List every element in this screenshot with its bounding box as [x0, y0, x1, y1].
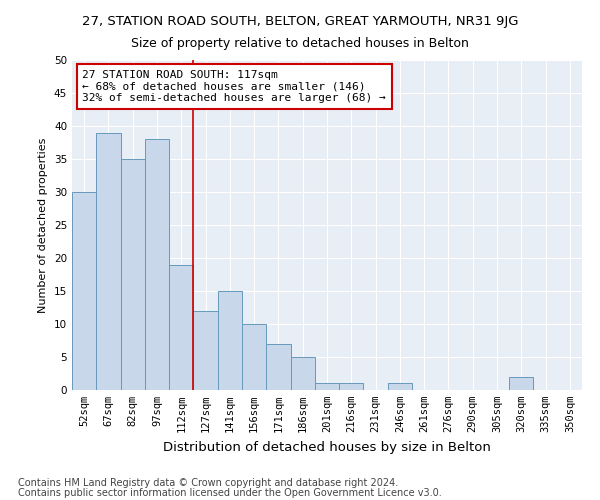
Bar	[509, 377, 533, 390]
Bar	[242, 324, 266, 390]
Text: Contains public sector information licensed under the Open Government Licence v3: Contains public sector information licen…	[18, 488, 442, 498]
Y-axis label: Number of detached properties: Number of detached properties	[38, 138, 49, 312]
Text: Size of property relative to detached houses in Belton: Size of property relative to detached ho…	[131, 38, 469, 51]
X-axis label: Distribution of detached houses by size in Belton: Distribution of detached houses by size …	[163, 440, 491, 454]
Bar	[96, 132, 121, 390]
Text: Contains HM Land Registry data © Crown copyright and database right 2024.: Contains HM Land Registry data © Crown c…	[18, 478, 398, 488]
Bar	[266, 344, 290, 390]
Bar	[169, 264, 193, 390]
Bar	[218, 291, 242, 390]
Bar	[193, 311, 218, 390]
Bar	[72, 192, 96, 390]
Text: 27 STATION ROAD SOUTH: 117sqm
← 68% of detached houses are smaller (146)
32% of : 27 STATION ROAD SOUTH: 117sqm ← 68% of d…	[82, 70, 386, 103]
Bar	[315, 384, 339, 390]
Bar	[145, 139, 169, 390]
Text: 27, STATION ROAD SOUTH, BELTON, GREAT YARMOUTH, NR31 9JG: 27, STATION ROAD SOUTH, BELTON, GREAT YA…	[82, 15, 518, 28]
Bar	[339, 384, 364, 390]
Bar	[290, 357, 315, 390]
Bar	[121, 159, 145, 390]
Bar	[388, 384, 412, 390]
